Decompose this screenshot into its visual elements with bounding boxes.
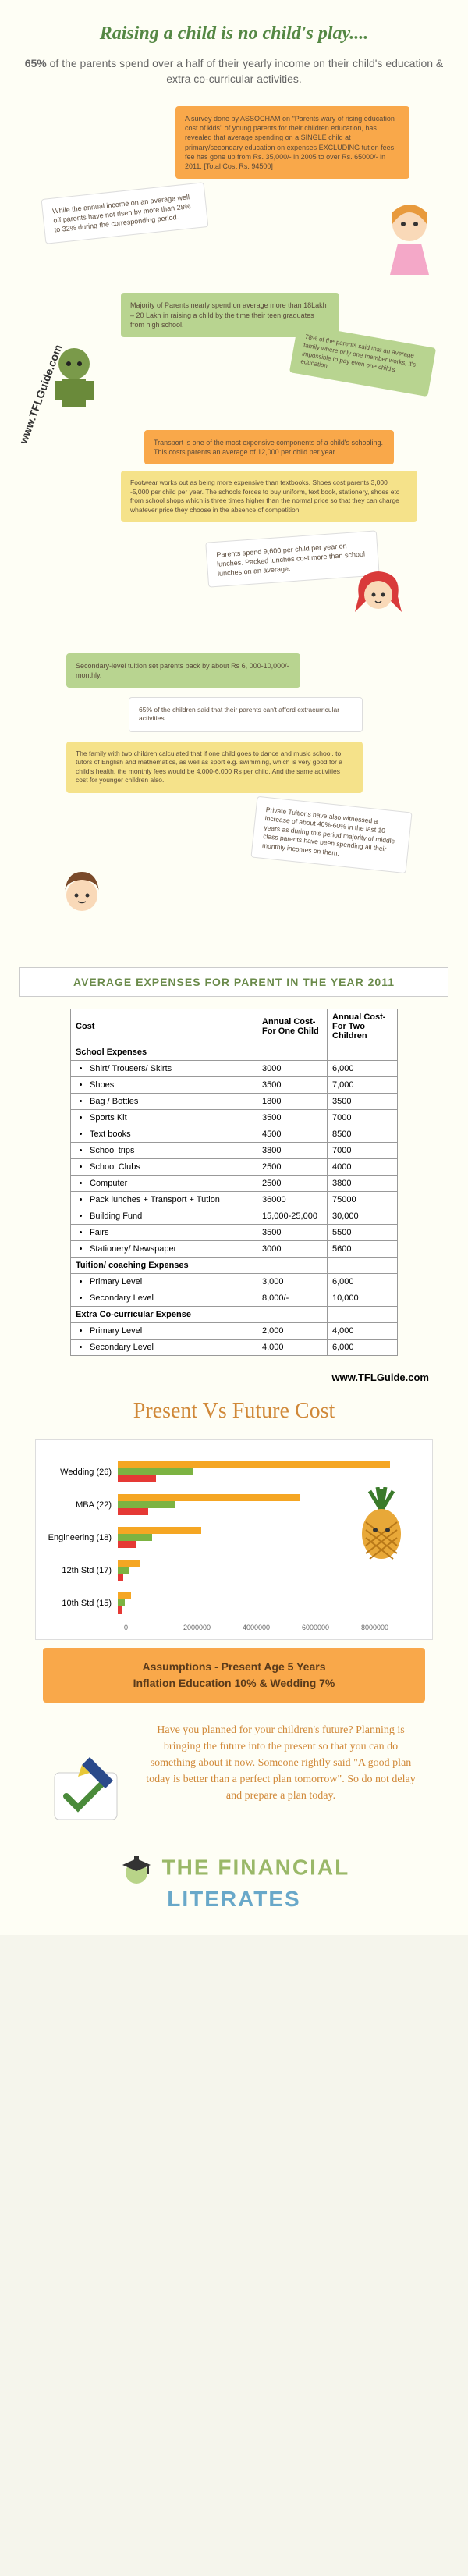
expenses-section-title: AVERAGE EXPENSES FOR PARENT IN THE YEAR … [20,967,448,997]
table-section-row: School Expenses [71,1044,398,1061]
chart-bar [118,1494,300,1501]
table-row: Text books45008500 [71,1126,398,1143]
note-two-children: The family with two children calculated … [66,742,363,793]
note-sixty-five: 65% of the children said that their pare… [129,697,363,732]
chart-bar [118,1599,125,1606]
table-row: School trips38007000 [71,1143,398,1159]
chart-label: Engineering (18) [44,1533,118,1542]
table-row: Stationery/ Newspaper30005600 [71,1241,398,1258]
chart-row: 12th Std (17) [44,1558,420,1583]
table-row: Primary Level3,0006,000 [71,1274,398,1290]
table-row: Shirt/ Trousers/ Skirts30006,000 [71,1061,398,1077]
table-row: Shoes35007,000 [71,1077,398,1094]
closing-text: Have you planned for your children's fut… [144,1722,417,1804]
table-row: Secondary Level8,000/-10,000 [71,1290,398,1307]
table-row: Fairs35005500 [71,1225,398,1241]
table-header: Annual Cost- For One Child [257,1009,328,1044]
chart-bar [118,1468,193,1475]
logo-line2: LITERATES [167,1887,300,1911]
table-row: School Clubs25004000 [71,1159,398,1176]
subtitle-rest: of the parents spend over a half of thei… [47,57,444,85]
chart-row: Wedding (26) [44,1460,420,1485]
note-annual-income: While the annual income on an average we… [41,182,209,244]
table-row: Primary Level2,0004,000 [71,1323,398,1340]
chart-bar [118,1527,201,1534]
note-transport: Transport is one of the most expensive c… [144,430,394,464]
table-header: Cost [71,1009,257,1044]
note-secondary: Secondary-level tuition set parents back… [66,653,300,688]
chart-bar [118,1567,129,1574]
axis-tick: 0 [124,1624,183,1631]
subtitle: 65% of the parents spend over a half of … [20,56,448,87]
table-row: Secondary Level4,0006,000 [71,1340,398,1356]
brown-avatar-icon [51,866,113,944]
chart-bar [118,1541,136,1548]
chart-bar [118,1501,175,1508]
chart-bar [118,1574,123,1581]
subtitle-pct: 65% [25,57,47,69]
chart-bar [118,1592,131,1599]
table-row: Computer25003800 [71,1176,398,1192]
pen-checkmark-icon [43,1742,129,1827]
table-row: Bag / Bottles18003500 [71,1094,398,1110]
boy-avatar-icon [43,342,105,420]
expenses-table: CostAnnual Cost- For One ChildAnnual Cos… [70,1009,398,1356]
chart-bar [118,1606,122,1614]
note-footwear: Footwear works out as being more expensi… [121,471,417,522]
page-title: Raising a child is no child's play.... [20,23,448,44]
chart-bar [118,1560,140,1567]
future-cost-chart: Wedding (26) MBA (22) Engineering (18) 12th… [35,1439,433,1640]
chart-label: Wedding (26) [44,1468,118,1477]
note-private-tuitions: Private Tuitions have also witnessed a i… [250,795,412,873]
redhead-avatar-icon [347,565,410,643]
table-row: Pack lunches + Transport + Tution3600075… [71,1192,398,1208]
table-section-row: Tuition/ coaching Expenses [71,1258,398,1274]
table-row: Building Fund15,000-25,00030,000 [71,1208,398,1225]
chart-bar [118,1534,152,1541]
logo: THE FINANCIAL LITERATES [20,1851,448,1912]
assumptions-line1: Assumptions - Present Age 5 Years [54,1659,414,1675]
graduation-cap-icon [119,1851,154,1887]
chart-bar [118,1461,390,1468]
chart-label: 12th Std (17) [44,1566,118,1575]
logo-line1: THE FINANCIAL [162,1855,350,1879]
url-right: www.TFLGuide.com [20,1372,429,1383]
table-section-row: Extra Co-curricular Expense [71,1307,398,1323]
present-future-title: Present Vs Future Cost [20,1399,448,1424]
chart-label: MBA (22) [44,1500,118,1510]
axis-tick: 8000000 [361,1624,420,1631]
table-header: Annual Cost- For Two Children [328,1009,398,1044]
note-assocham: A survey done by ASSOCHAM on "Parents wa… [176,106,410,179]
axis-tick: 6000000 [302,1624,361,1631]
chart-bar [118,1475,156,1482]
chart-row: MBA (22) [44,1493,420,1517]
assumptions-box: Assumptions - Present Age 5 Years Inflat… [43,1648,425,1703]
chart-label: 10th Std (15) [44,1599,118,1608]
axis-tick: 2000000 [183,1624,243,1631]
note-seventy-eight: 78% of the parents said that an average … [289,324,436,397]
axis-tick: 4000000 [243,1624,302,1631]
chart-row: Engineering (18) [44,1525,420,1550]
chart-bar [118,1508,148,1515]
girl-avatar-icon [378,201,441,279]
table-row: Sports Kit35007000 [71,1110,398,1126]
chart-row: 10th Std (15) [44,1591,420,1616]
assumptions-line2: Inflation Education 10% & Wedding 7% [54,1675,414,1692]
